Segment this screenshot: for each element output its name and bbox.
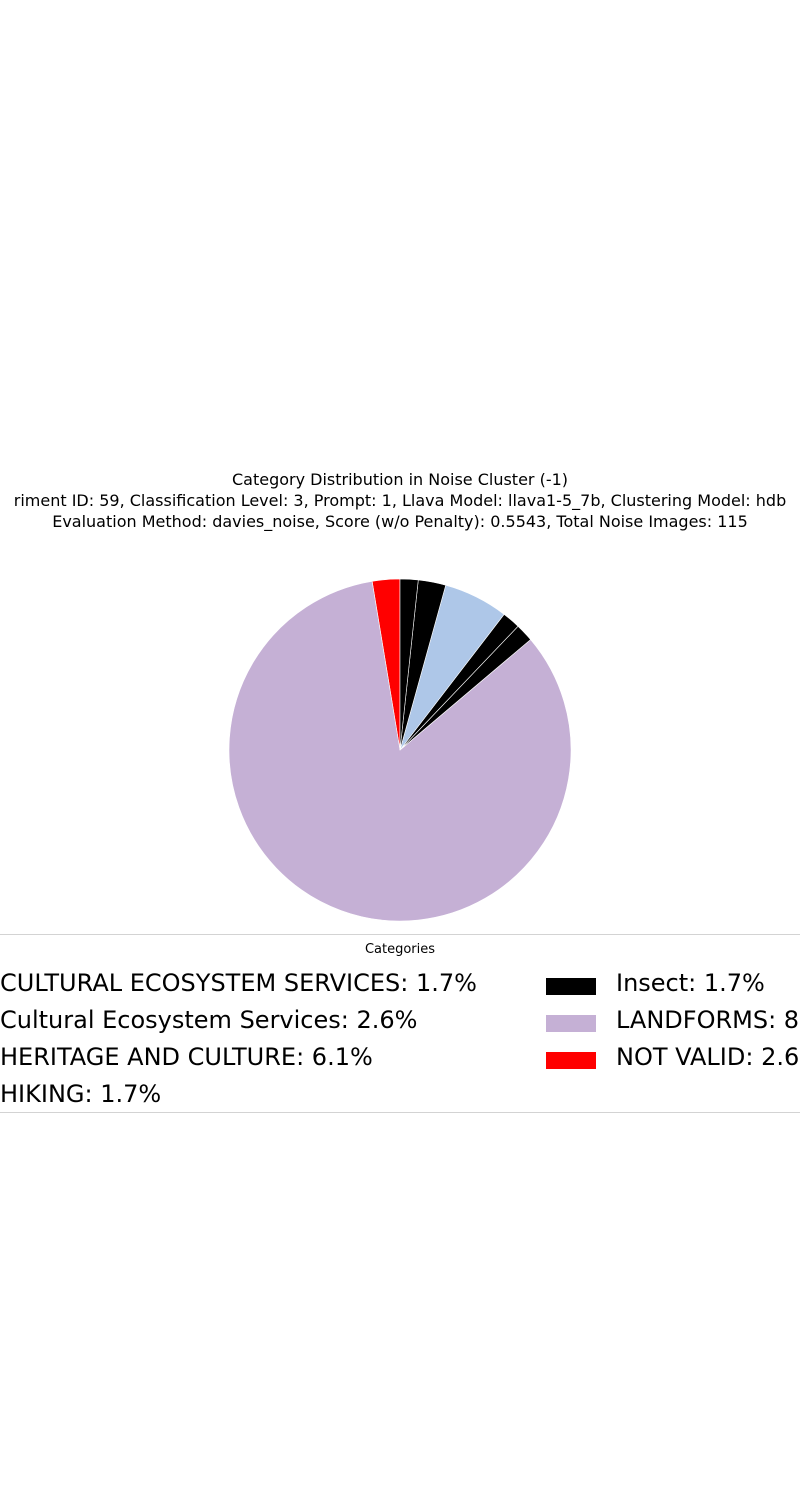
legend-label: HIKING: 1.7% xyxy=(0,1080,162,1108)
pie-slice-landforms xyxy=(228,580,572,922)
legend-swatch xyxy=(546,978,596,995)
legend-label: LANDFORMS: 8 xyxy=(616,1006,800,1034)
legend-item: HERITAGE AND CULTURE: 6.1% xyxy=(0,1042,800,1072)
legend-item: HIKING: 1.7% xyxy=(0,1079,800,1109)
pie-slice-insect xyxy=(399,578,419,751)
pie-slices xyxy=(228,578,572,922)
legend-item: Cultural Ecosystem Services: 2.6% xyxy=(0,1005,800,1035)
legend-label: CULTURAL ECOSYSTEM SERVICES: 1.7% xyxy=(0,969,477,997)
legend-item: CULTURAL ECOSYSTEM SERVICES: 1.7% xyxy=(0,968,800,998)
legend-label: HERITAGE AND CULTURE: 6.1% xyxy=(0,1043,373,1071)
legend-item: LANDFORMS: 8 xyxy=(0,1005,800,1035)
legend-swatch xyxy=(546,1015,596,1032)
legend-label: Cultural Ecosystem Services: 2.6% xyxy=(0,1006,418,1034)
legend-title: Categories xyxy=(364,942,436,957)
chart-title: Category Distribution in Noise Cluster (… xyxy=(231,470,569,489)
chart-subtitle-line-2: Evaluation Method: davies_noise, Score (… xyxy=(52,512,748,531)
legend-item: Insect: 1.7% xyxy=(0,968,800,998)
chart-subtitle-line-1: riment ID: 59, Classification Level: 3, … xyxy=(13,491,787,510)
legend-label: NOT VALID: 2.6 xyxy=(616,1043,800,1071)
legend-item: NOT VALID: 2.6 xyxy=(0,1042,800,1072)
legend: Categories CULTURAL ECOSYSTEM SERVICES: … xyxy=(0,934,800,1113)
chart-title-block: Category Distribution in Noise Cluster (… xyxy=(0,469,800,532)
legend-swatch xyxy=(546,1052,596,1069)
legend-label: Insect: 1.7% xyxy=(616,969,765,997)
